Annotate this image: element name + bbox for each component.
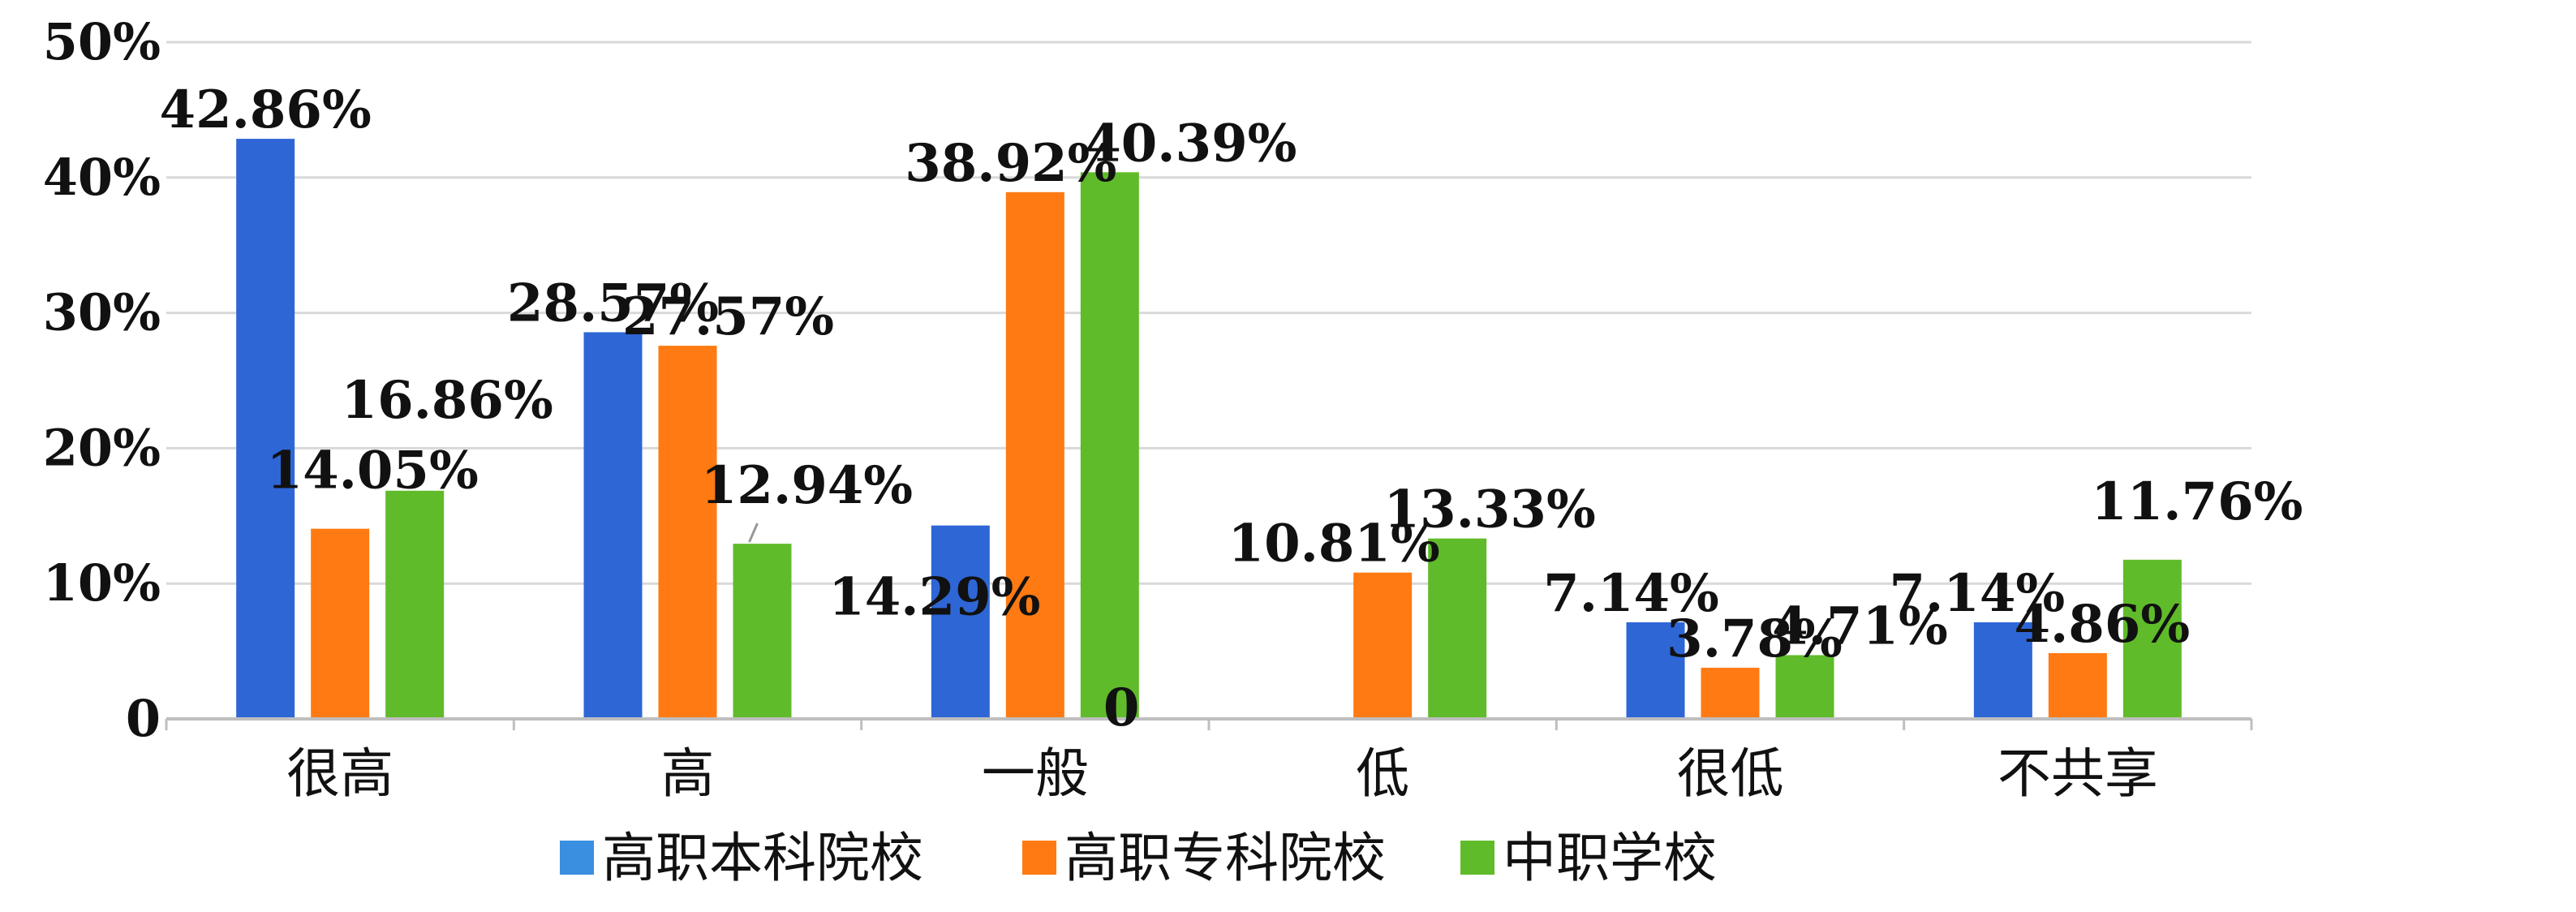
data-label-3-不共享: 11.76% xyxy=(2091,471,2303,532)
label-leader-line xyxy=(748,523,759,543)
data-label-1-一般: 14.29% xyxy=(828,567,1040,628)
data-label-2-不共享: 4.86% xyxy=(2014,594,2190,655)
bar-3-低 xyxy=(1428,538,1487,719)
bar-1-不共享 xyxy=(1973,622,2032,719)
bar-3-不共享 xyxy=(2122,559,2182,719)
bar-1-一般 xyxy=(931,525,990,719)
bar-2-不共享 xyxy=(2048,652,2107,719)
bar-3-高 xyxy=(733,544,792,719)
data-label-2-很高: 14.05% xyxy=(267,441,479,501)
y-tick-label: 0 xyxy=(126,689,161,748)
bar-layer xyxy=(236,139,2182,720)
x-category-label: 很低 xyxy=(1677,742,1784,805)
grid-layer xyxy=(166,41,2251,585)
bar-1-很低 xyxy=(1626,622,1685,719)
data-label-1-很高: 42.86% xyxy=(160,80,372,140)
data-label-2-一般: 38.92% xyxy=(905,133,1116,194)
bar-2-一般 xyxy=(1005,191,1064,720)
data-label-3-很高: 16.86% xyxy=(342,370,553,431)
data-label-2-高: 27.57% xyxy=(622,286,834,347)
data-label-3-很低: 4.71% xyxy=(1772,596,1948,656)
bar-1-很高 xyxy=(236,139,295,719)
legend-label: 高职本科院校 xyxy=(602,827,923,889)
x-category-label: 很高 xyxy=(286,742,393,805)
data-label-1-不共享: 7.14% xyxy=(1889,563,2065,624)
bar-2-很低 xyxy=(1701,667,1760,719)
data-label-1-高: 28.57% xyxy=(507,273,719,333)
y-tick-label: 40% xyxy=(43,148,161,207)
legend-label: 高职专科院校 xyxy=(1064,827,1386,889)
data-label-3-高: 12.94% xyxy=(701,455,913,516)
data-label-3-一般: 40.39% xyxy=(1085,113,1297,174)
bar-3-一般 xyxy=(1080,172,1139,719)
x-category-label: 高 xyxy=(661,742,715,805)
label-layer: 42.86% 28.57% 14.29% 0 7.14% 7.14% 14.05% 27.57… xyxy=(160,80,2303,738)
bar-1-高 xyxy=(583,332,643,719)
y-tick-label: 50% xyxy=(43,12,161,71)
bar-2-低 xyxy=(1353,572,1413,719)
data-label-2-很低: 3.78% xyxy=(1666,609,1843,669)
y-tick-label: 20% xyxy=(43,418,161,477)
x-category-label: 低 xyxy=(1356,742,1409,805)
legend-label: 中职学校 xyxy=(1503,827,1717,889)
axis-layer: 0 10% 20% 30% 40% 50% 很高 高 一般 低 很低 不共享 xyxy=(43,12,2253,805)
data-label-1-低: 0 xyxy=(1103,678,1140,738)
y-tick-label: 30% xyxy=(43,283,161,342)
legend: 高职本科院校 高职专科院校 中职学校 xyxy=(560,827,1717,889)
bar-3-很高 xyxy=(385,490,445,719)
legend-swatch xyxy=(560,841,594,875)
bar-3-很低 xyxy=(1775,655,1834,719)
bar-2-高 xyxy=(658,346,717,719)
x-category-label: 不共享 xyxy=(1998,742,2158,805)
y-tick-label: 10% xyxy=(43,553,161,613)
x-category-label: 一般 xyxy=(982,742,1089,805)
data-label-2-低: 10.81% xyxy=(1228,514,1440,574)
data-label-3-低: 13.33% xyxy=(1384,480,1596,540)
legend-swatch xyxy=(1460,841,1494,875)
data-label-1-很低: 7.14% xyxy=(1543,563,1719,624)
legend-swatch xyxy=(1022,841,1056,875)
bar-2-很高 xyxy=(311,528,370,719)
